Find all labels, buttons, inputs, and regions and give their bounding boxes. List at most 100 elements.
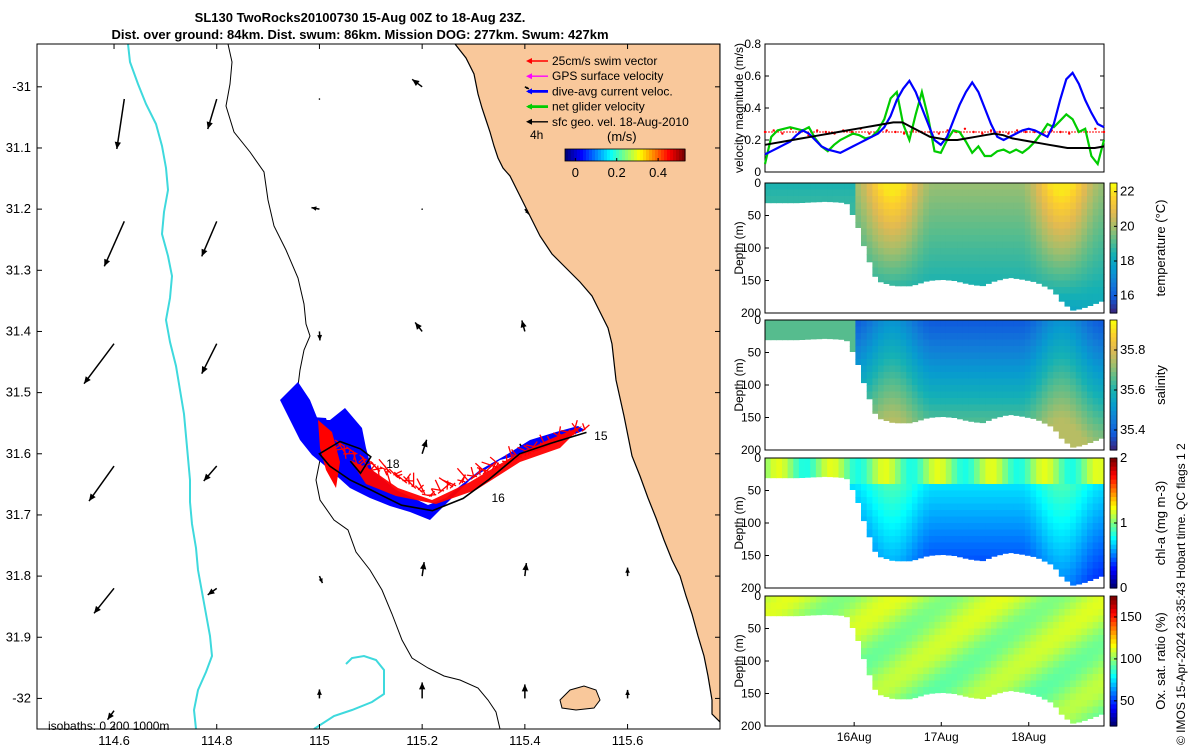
section-cell [883, 228, 890, 236]
glider-track [318, 431, 587, 512]
section-cell [911, 549, 919, 557]
section-cell [1013, 516, 1020, 524]
section-cell [1064, 674, 1071, 682]
section-cell [928, 516, 936, 524]
section-cell [1098, 477, 1105, 485]
section-cell [1047, 235, 1054, 243]
section-cell [1036, 326, 1043, 334]
section-cell [1098, 424, 1105, 432]
legend-swatch-head [526, 73, 532, 80]
section-colorbar-cell [1110, 235, 1117, 240]
section-cell [1087, 602, 1094, 610]
section-cell [866, 497, 873, 505]
section-cell [782, 333, 789, 341]
section-cell [900, 378, 907, 386]
section-cell [968, 516, 975, 524]
geo-vector-head [114, 141, 121, 150]
section-cell [1075, 490, 1083, 498]
section-cell [962, 339, 970, 347]
section-cell [889, 404, 896, 412]
section-cell [1075, 385, 1083, 393]
section-cell [1047, 667, 1054, 675]
section-cell [776, 477, 783, 479]
section-cell [962, 680, 970, 688]
section-cell [996, 602, 1003, 610]
section-cell [962, 497, 970, 505]
section-cell [1030, 516, 1037, 524]
section-colorbar-cell [1110, 544, 1117, 550]
section-colorbar-cell [1110, 531, 1117, 537]
section-cell [974, 549, 981, 557]
section-cell [974, 529, 981, 537]
section-cell [1013, 484, 1020, 492]
section-colorbar-cell [1110, 291, 1117, 297]
section-cell [765, 471, 772, 479]
section-cell [979, 183, 986, 191]
section-cell [985, 267, 992, 275]
section-cell [917, 648, 924, 656]
section-cell [979, 339, 986, 347]
section-cell [962, 333, 970, 341]
section-cell [900, 372, 907, 380]
section-cell [1041, 641, 1049, 649]
section-cell [1008, 615, 1015, 623]
section-cell [917, 622, 924, 630]
section-cell [957, 622, 964, 630]
section-cell [1013, 648, 1020, 656]
section-cell [945, 196, 953, 204]
section-cell [1036, 248, 1043, 256]
section-cell [1070, 536, 1077, 544]
section-cell [895, 477, 902, 485]
section-cell [906, 628, 913, 636]
map-ytick-label: 31.1 [6, 140, 31, 155]
section-cell [934, 654, 941, 662]
section-cell [1092, 529, 1099, 537]
section-cell [1058, 378, 1066, 386]
section-cell [1002, 477, 1009, 485]
section-cell [1036, 254, 1043, 262]
section-cell [1070, 510, 1077, 518]
section-cell [940, 667, 947, 675]
section-cell [1081, 287, 1088, 295]
section-cell [1098, 555, 1105, 563]
section-cell [928, 674, 936, 682]
section-cell [979, 635, 986, 643]
section-colorbar-cell [1110, 630, 1117, 636]
section-cell [985, 202, 992, 210]
section-cell [968, 529, 975, 537]
section-cell [1008, 503, 1015, 511]
section-cell [917, 339, 924, 347]
section-cell [1098, 241, 1105, 249]
section-ytick-label: 50 [748, 484, 762, 498]
section-cell [895, 635, 902, 643]
section-cell [878, 411, 885, 419]
section-cell [1013, 404, 1020, 412]
section-cell [928, 248, 936, 256]
section-ytick-label: 50 [748, 622, 762, 636]
section-cell [945, 497, 953, 505]
section-cell [985, 280, 992, 284]
section-cell [1075, 471, 1083, 479]
section-cell [861, 196, 868, 204]
section-cell [895, 209, 902, 217]
section-cell [1008, 484, 1015, 492]
section-cell [996, 641, 1003, 649]
section-cell [1036, 196, 1043, 204]
section-cell [1070, 719, 1077, 724]
section-cell [1081, 235, 1088, 243]
section-cell [945, 458, 953, 466]
section-cell [1030, 687, 1037, 695]
section-cell [798, 458, 806, 466]
section-cell [1002, 654, 1009, 662]
section-cell [991, 254, 998, 262]
section-cell [883, 549, 890, 557]
section-cell [1013, 196, 1020, 204]
section-cell [1064, 235, 1071, 243]
section-cell [911, 280, 919, 286]
section-cell [968, 596, 975, 604]
section-cell [1058, 464, 1066, 472]
section-cell [968, 228, 975, 236]
section-cell [1098, 293, 1105, 301]
section-cell [782, 196, 789, 204]
section-cell [1030, 372, 1037, 380]
